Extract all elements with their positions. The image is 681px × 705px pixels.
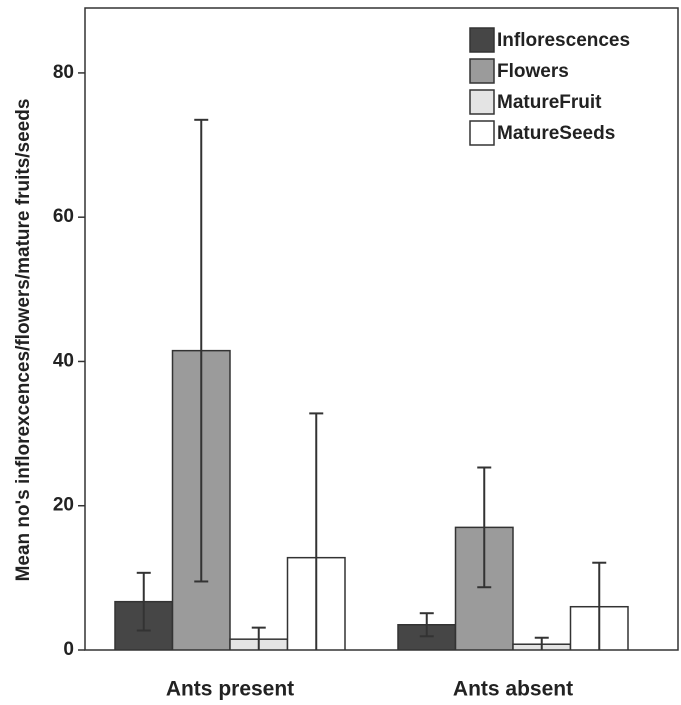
x-tick-label: Ants present	[166, 678, 294, 701]
legend-label: MatureSeeds	[497, 123, 615, 144]
legend-label: MatureFruit	[497, 92, 602, 113]
y-tick-label: 80	[53, 62, 74, 83]
legend-swatch	[469, 27, 495, 53]
error-bar	[419, 612, 434, 638]
y-tick-label: 20	[53, 495, 74, 516]
y-tick-label: 40	[53, 350, 74, 371]
error-bar	[136, 571, 151, 632]
plot-frame	[84, 7, 679, 651]
x-tick-label: Ants absent	[453, 678, 573, 701]
legend-swatch	[469, 120, 495, 146]
legend-swatch	[469, 58, 495, 84]
y-axis-label: Mean no's inflorexcences/flowers/mature …	[13, 99, 34, 582]
error-bar	[309, 412, 324, 650]
y-tick-label: 0	[63, 639, 74, 660]
error-bar	[477, 466, 492, 589]
error-bar	[534, 636, 549, 650]
legend-label: Inflorescences	[497, 30, 630, 51]
plot-area	[114, 118, 629, 650]
error-bar	[251, 626, 266, 650]
error-bar	[194, 118, 209, 583]
legend-box	[467, 24, 667, 152]
legend-label: Flowers	[497, 61, 569, 82]
legend-swatch	[469, 89, 495, 115]
error-bar	[592, 561, 607, 650]
y-tick-label: 60	[53, 206, 74, 227]
